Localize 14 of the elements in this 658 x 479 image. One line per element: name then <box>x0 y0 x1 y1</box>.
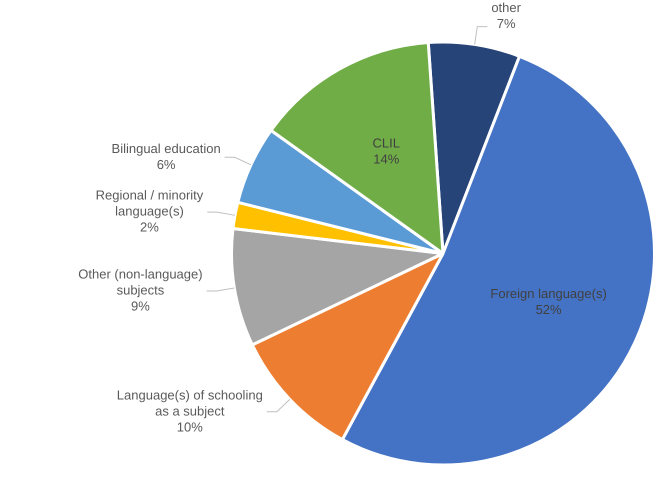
data-label: 7% <box>496 16 516 32</box>
slice-label: other <box>491 0 522 16</box>
slice-label: Other (non-language) subjects <box>78 266 203 298</box>
data-label: 2% <box>140 220 160 235</box>
slice-label: Language(s) of schooling as a subject <box>116 387 263 418</box>
slice-label: Regional / minority language(s) <box>96 188 204 219</box>
data-label: 10% <box>176 419 204 434</box>
slice-label: CLIL <box>372 136 400 151</box>
slice-label: Foreign language(s) <box>490 286 607 301</box>
slice-label: Bilingual education <box>112 140 221 156</box>
data-label: 9% <box>131 298 150 314</box>
data-label: 14% <box>373 152 400 167</box>
data-label: 6% <box>156 156 176 172</box>
data-label: 52% <box>536 302 562 317</box>
